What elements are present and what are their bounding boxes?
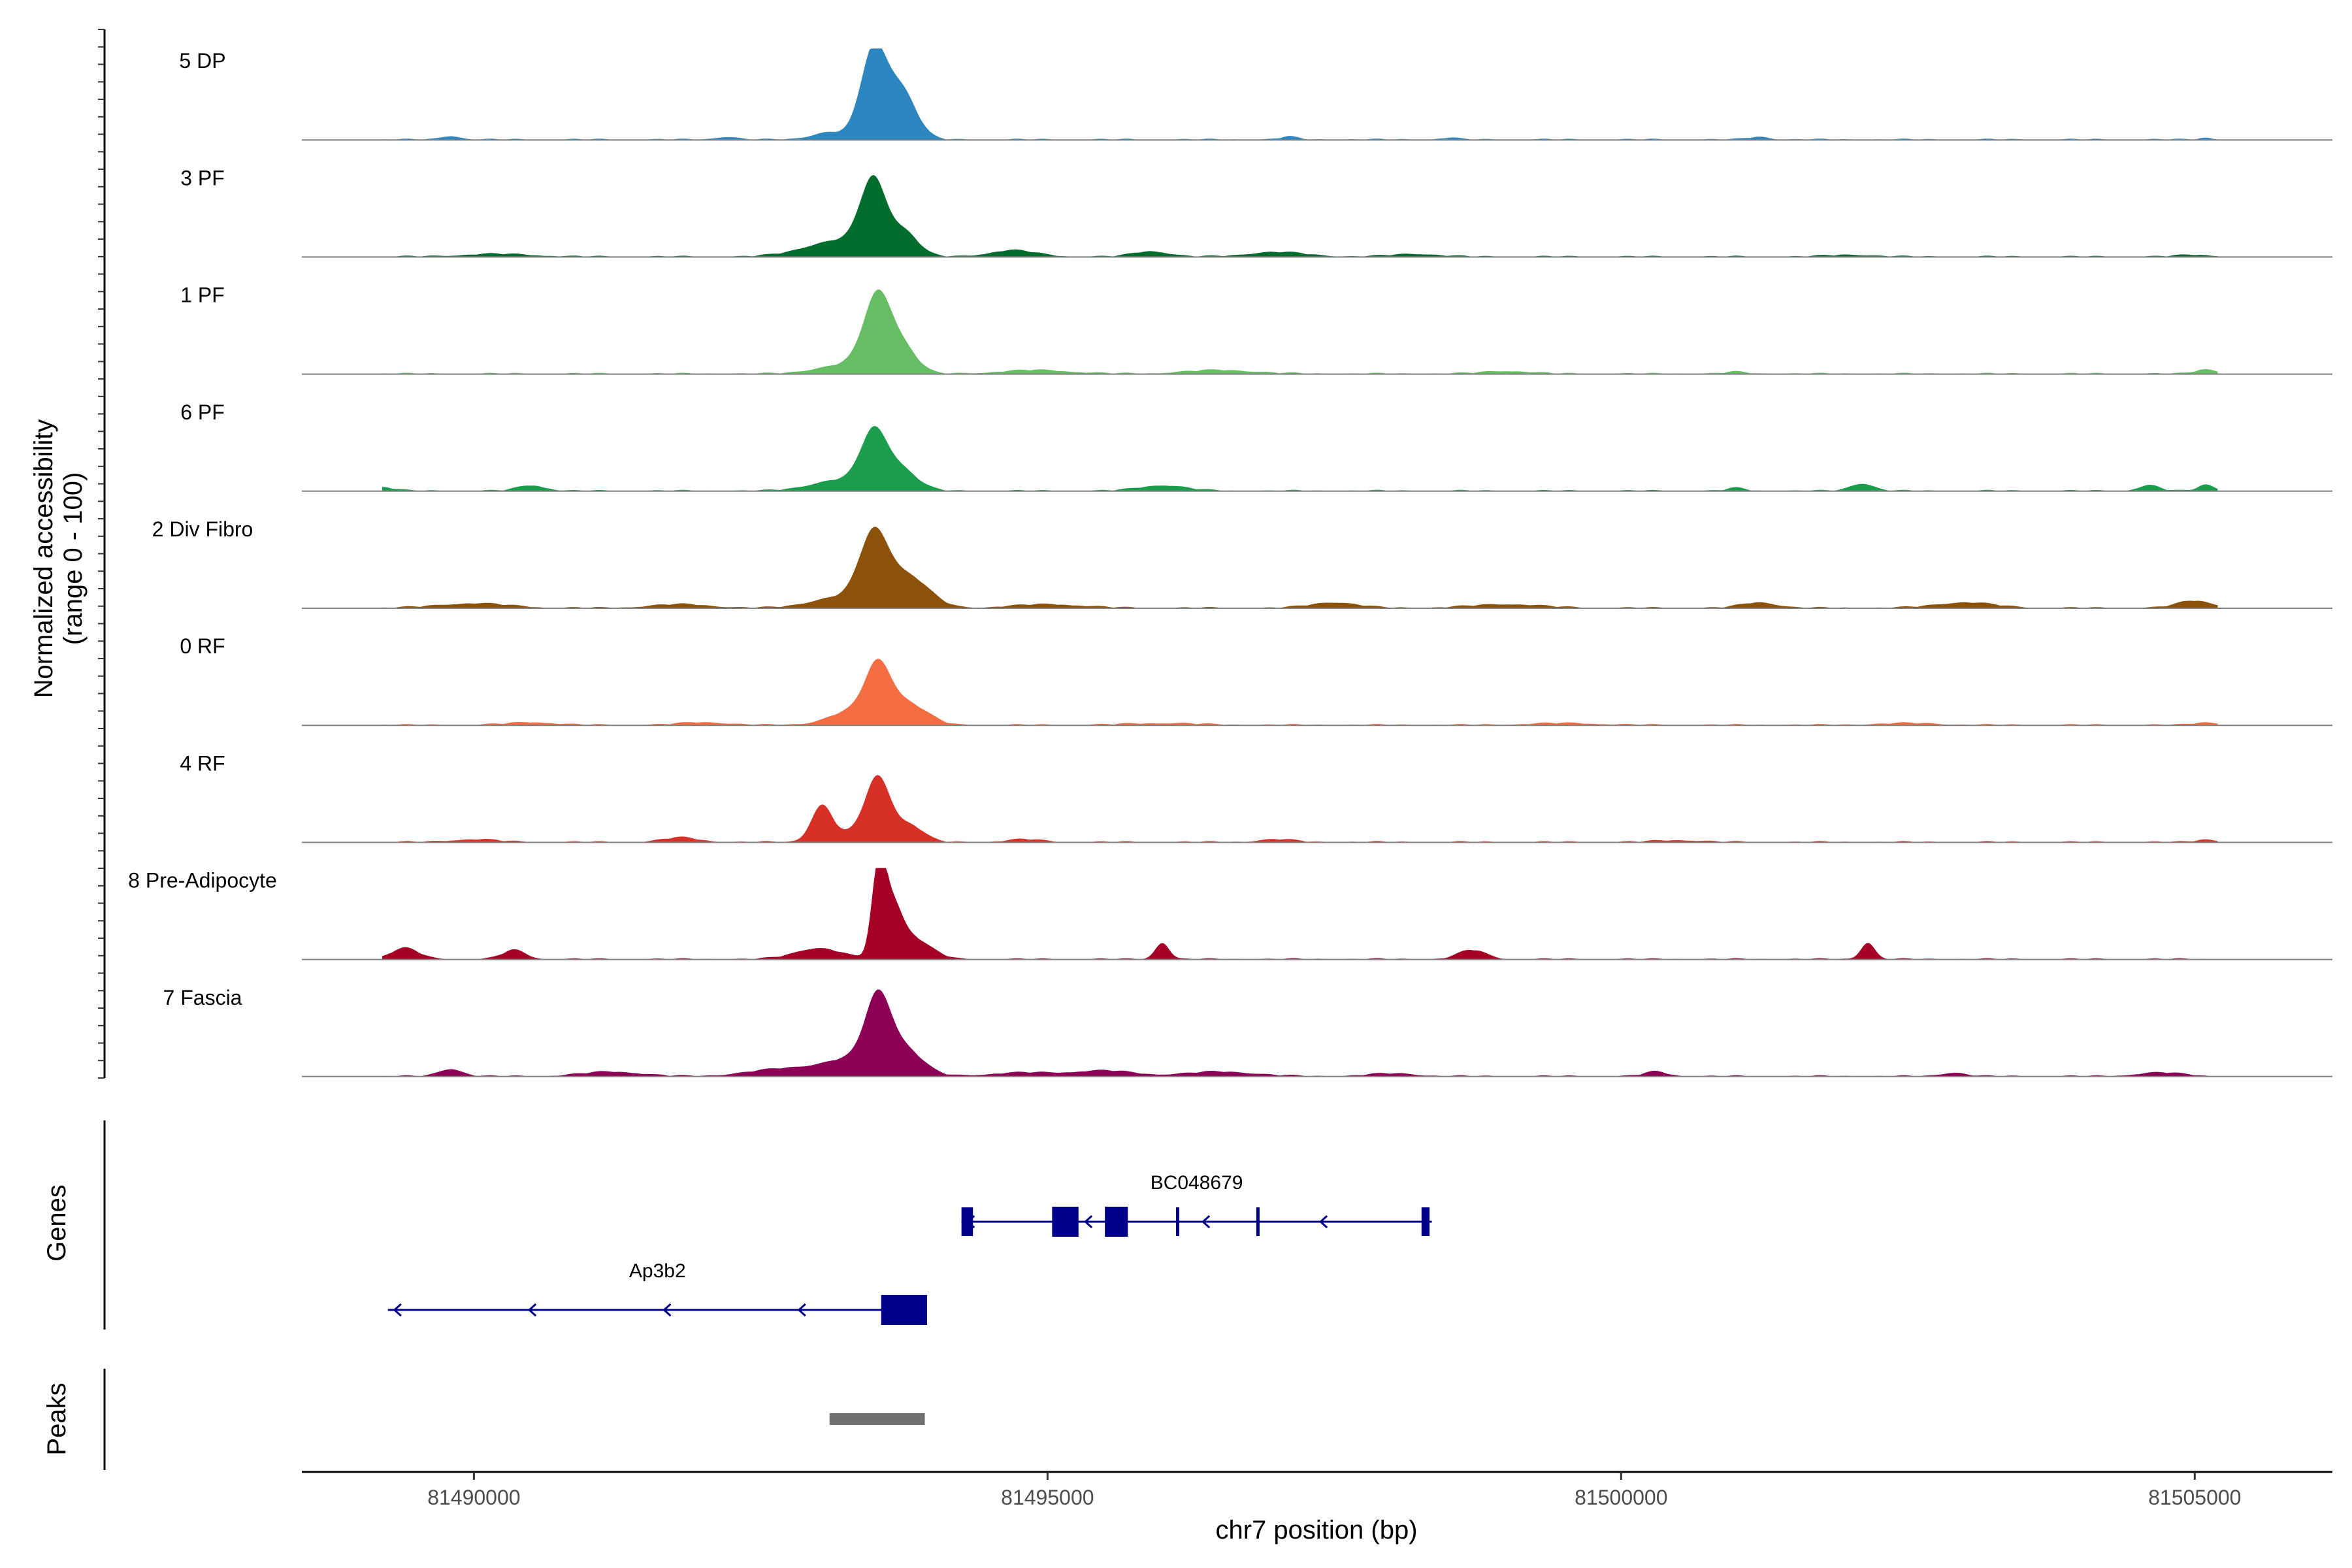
- track-3-pf: 3 PF: [180, 166, 2332, 258]
- track-area: [382, 527, 2218, 608]
- track-2-div-fibro: 2 Div Fibro: [152, 517, 2332, 609]
- track-area: [382, 426, 2218, 491]
- track-5-dp: 5 DP: [179, 48, 2332, 141]
- strand-arrow: [797, 1303, 806, 1317]
- x-axis: 81490000 81495000 81500000 81505000: [302, 1471, 2332, 1509]
- track-label: 2 Div Fibro: [152, 517, 253, 541]
- track-label: 4 RF: [180, 751, 225, 775]
- track-0-rf: 0 RF: [180, 634, 2332, 727]
- track-area: [382, 868, 2218, 960]
- gene-annotation-panel: BC048679 Ap3b2: [103, 1120, 1432, 1330]
- track-label: 1 PF: [180, 284, 225, 307]
- genes-panel-title: Genes: [42, 1184, 71, 1262]
- peaks-panel-title: Peaks: [42, 1382, 71, 1455]
- peaks-panel: [103, 1369, 925, 1470]
- gene-bc048679: BC048679: [961, 1172, 1432, 1237]
- x-tick-label: 81500000: [1575, 1486, 1667, 1509]
- gene-exon: [1421, 1207, 1430, 1236]
- track-label: 3 PF: [180, 166, 225, 189]
- track-7-fascia: 7 Fascia: [163, 986, 2332, 1077]
- track-1-pf: 1 PF: [180, 284, 2332, 375]
- track-area: [382, 48, 2218, 140]
- track-area: [382, 659, 2218, 726]
- strand-arrow: [527, 1303, 537, 1317]
- track-label: 0 RF: [180, 634, 225, 658]
- strand-arrow: [1318, 1215, 1328, 1229]
- peak-region: [829, 1413, 925, 1425]
- track-area: [382, 775, 2218, 843]
- strand-arrow: [966, 1215, 975, 1229]
- gene-exon: [1052, 1207, 1079, 1237]
- strand-arrow: [393, 1303, 402, 1317]
- x-axis-title: chr7 position (bp): [1215, 1516, 1417, 1544]
- y-axis: [98, 29, 106, 1079]
- track-4-rf: 4 RF: [180, 751, 2332, 843]
- gene-label: BC048679: [1151, 1172, 1243, 1194]
- track-area: [382, 175, 2218, 257]
- track-label: 6 PF: [180, 400, 225, 424]
- track-6-pf: 6 PF: [180, 400, 2332, 492]
- gene-exon: [1176, 1207, 1180, 1236]
- track-label: 8 Pre-Adipocyte: [128, 869, 277, 892]
- x-tick-label: 81490000: [427, 1486, 520, 1509]
- y-axis-title: Normalized accessibility: [29, 419, 58, 698]
- x-tick-label: 81505000: [2148, 1486, 2241, 1509]
- gene-exon: [881, 1295, 927, 1325]
- gene-ap3b2: Ap3b2: [387, 1260, 927, 1325]
- gene-label: Ap3b2: [629, 1260, 686, 1282]
- gene-exon: [1256, 1207, 1260, 1236]
- track-area: [382, 289, 2218, 374]
- x-tick-label: 81495000: [1001, 1486, 1094, 1509]
- gene-exon: [1105, 1207, 1128, 1237]
- strand-arrow: [1201, 1215, 1211, 1229]
- accessibility-tracks: 5 DP 3 PF 1 PF 6 PF 2 Div Fibro 0 RF 4 RF 8 Pre…: [128, 48, 2332, 1077]
- y-axis-subtitle: (range 0 - 100): [59, 472, 88, 645]
- track-label: 5 DP: [179, 49, 225, 73]
- strand-arrow: [662, 1303, 672, 1317]
- strand-arrow: [1084, 1215, 1093, 1229]
- track-8-pre-adipocyte: 8 Pre-Adipocyte: [128, 868, 2332, 960]
- track-area: [382, 989, 2218, 1077]
- track-label: 7 Fascia: [163, 986, 242, 1009]
